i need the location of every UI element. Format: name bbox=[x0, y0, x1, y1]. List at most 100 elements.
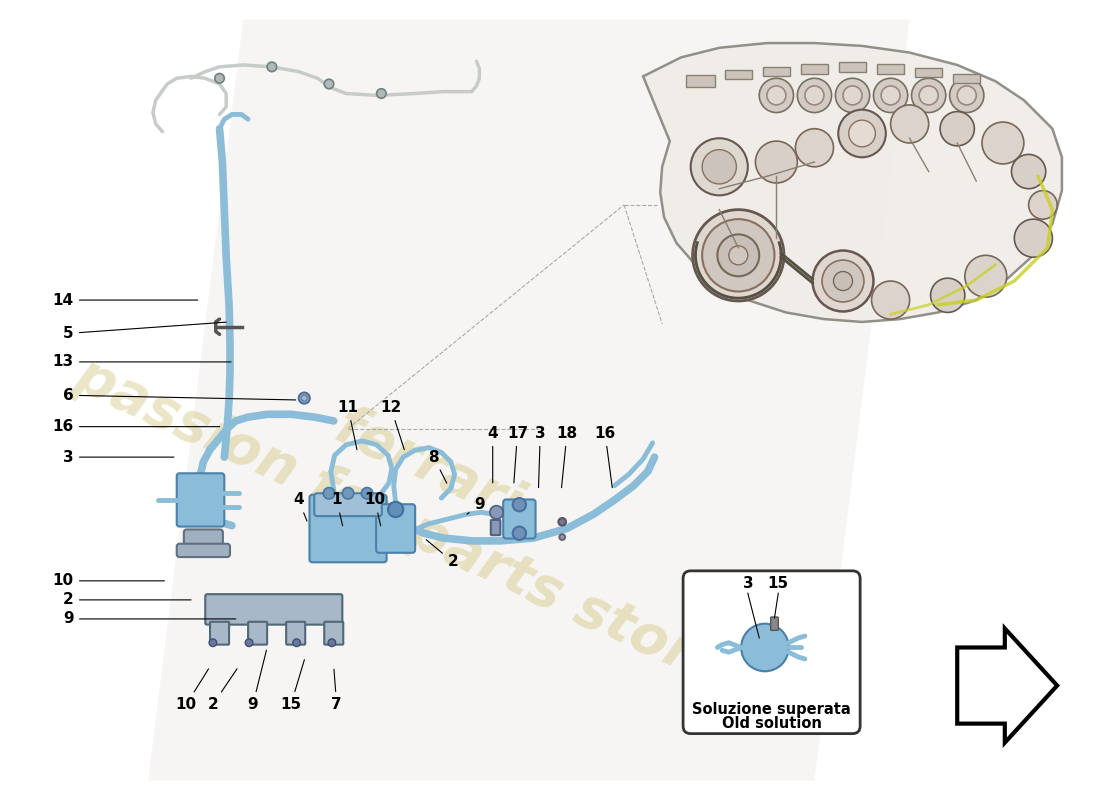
Text: 9: 9 bbox=[468, 498, 485, 514]
Circle shape bbox=[798, 78, 832, 113]
Text: 3: 3 bbox=[64, 450, 174, 465]
Circle shape bbox=[1012, 154, 1046, 189]
Circle shape bbox=[693, 210, 784, 301]
Circle shape bbox=[1014, 219, 1053, 258]
Bar bbox=[801, 64, 828, 74]
Bar bbox=[763, 67, 790, 76]
Polygon shape bbox=[148, 19, 910, 781]
Text: 4: 4 bbox=[294, 493, 307, 521]
Circle shape bbox=[931, 278, 965, 313]
Circle shape bbox=[920, 86, 938, 105]
Polygon shape bbox=[644, 43, 1062, 322]
Circle shape bbox=[822, 260, 864, 302]
Polygon shape bbox=[957, 629, 1057, 742]
Circle shape bbox=[342, 487, 354, 499]
Circle shape bbox=[849, 120, 876, 147]
Text: 8: 8 bbox=[428, 450, 447, 483]
Text: 3: 3 bbox=[742, 577, 754, 591]
Circle shape bbox=[328, 639, 336, 646]
Circle shape bbox=[702, 219, 774, 291]
Circle shape bbox=[756, 141, 798, 183]
Circle shape bbox=[843, 86, 862, 105]
FancyBboxPatch shape bbox=[683, 571, 860, 734]
Bar bbox=[954, 74, 980, 83]
Text: 15: 15 bbox=[280, 660, 305, 712]
Circle shape bbox=[805, 86, 824, 105]
Circle shape bbox=[559, 518, 566, 526]
Circle shape bbox=[702, 150, 736, 184]
Circle shape bbox=[298, 392, 310, 404]
Text: 9: 9 bbox=[248, 650, 266, 712]
Text: 10: 10 bbox=[176, 669, 209, 712]
Circle shape bbox=[957, 86, 977, 105]
Bar bbox=[686, 75, 715, 87]
FancyBboxPatch shape bbox=[315, 494, 382, 516]
Circle shape bbox=[759, 78, 793, 113]
FancyBboxPatch shape bbox=[503, 499, 536, 538]
Text: 10: 10 bbox=[364, 493, 385, 526]
Circle shape bbox=[560, 534, 565, 540]
Bar bbox=[839, 62, 866, 72]
Text: 3: 3 bbox=[535, 426, 546, 488]
FancyBboxPatch shape bbox=[324, 622, 343, 645]
Bar bbox=[915, 68, 942, 78]
Circle shape bbox=[834, 271, 852, 290]
FancyBboxPatch shape bbox=[206, 594, 342, 625]
Circle shape bbox=[362, 487, 373, 499]
FancyBboxPatch shape bbox=[177, 544, 230, 557]
FancyBboxPatch shape bbox=[286, 622, 305, 645]
Circle shape bbox=[324, 79, 333, 89]
FancyBboxPatch shape bbox=[771, 617, 779, 630]
Text: 11: 11 bbox=[338, 400, 359, 450]
Circle shape bbox=[245, 639, 253, 646]
Text: 1: 1 bbox=[331, 493, 343, 526]
Text: 17: 17 bbox=[507, 426, 528, 483]
FancyBboxPatch shape bbox=[309, 494, 386, 562]
Text: 4: 4 bbox=[487, 426, 498, 483]
Circle shape bbox=[323, 487, 334, 499]
Circle shape bbox=[813, 250, 873, 311]
FancyBboxPatch shape bbox=[210, 622, 229, 645]
Bar bbox=[878, 64, 904, 74]
Text: 15: 15 bbox=[768, 577, 789, 591]
Text: 13: 13 bbox=[53, 354, 231, 370]
Circle shape bbox=[1028, 190, 1057, 219]
Circle shape bbox=[717, 234, 759, 276]
Text: 12: 12 bbox=[381, 400, 405, 450]
Circle shape bbox=[209, 639, 217, 646]
Text: 5: 5 bbox=[64, 322, 227, 341]
Circle shape bbox=[214, 74, 224, 83]
Circle shape bbox=[795, 129, 834, 166]
FancyBboxPatch shape bbox=[376, 504, 415, 553]
Bar bbox=[725, 70, 751, 79]
Text: 9: 9 bbox=[64, 611, 235, 626]
Circle shape bbox=[940, 111, 975, 146]
Text: Old solution: Old solution bbox=[722, 716, 822, 731]
Text: 2: 2 bbox=[63, 592, 191, 607]
Text: ferrari
passion for parts store: ferrari passion for parts store bbox=[66, 291, 763, 699]
Circle shape bbox=[965, 255, 1007, 298]
Circle shape bbox=[691, 138, 748, 195]
Text: 16: 16 bbox=[53, 419, 220, 434]
Circle shape bbox=[891, 105, 928, 143]
Text: 18: 18 bbox=[557, 426, 578, 488]
Circle shape bbox=[301, 395, 307, 401]
Text: Soluzione superata: Soluzione superata bbox=[692, 702, 851, 717]
Circle shape bbox=[873, 78, 908, 113]
Text: 2: 2 bbox=[208, 669, 236, 712]
Text: 6: 6 bbox=[63, 388, 296, 402]
Circle shape bbox=[388, 502, 404, 517]
Circle shape bbox=[729, 246, 748, 265]
Circle shape bbox=[835, 78, 870, 113]
Circle shape bbox=[838, 110, 886, 158]
FancyBboxPatch shape bbox=[491, 520, 501, 535]
FancyBboxPatch shape bbox=[249, 622, 267, 645]
Circle shape bbox=[949, 78, 983, 113]
Circle shape bbox=[513, 526, 526, 540]
Circle shape bbox=[871, 281, 910, 319]
FancyBboxPatch shape bbox=[177, 474, 224, 526]
Text: 16: 16 bbox=[594, 426, 616, 488]
Circle shape bbox=[881, 86, 900, 105]
Circle shape bbox=[767, 86, 785, 105]
FancyBboxPatch shape bbox=[184, 530, 223, 546]
